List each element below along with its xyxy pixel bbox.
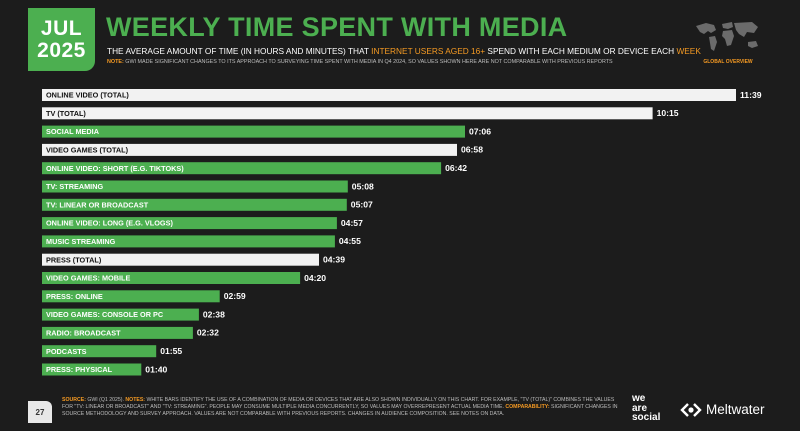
subtitle-part-1: THE AVERAGE AMOUNT OF TIME (IN HOURS AND… (107, 46, 372, 56)
comparability-text: SIGNIFICANT CHANGES IN SOURCE METHODOLOG… (62, 403, 618, 417)
bar-value-label: 01:40 (145, 364, 167, 374)
bar-category-label: PRESS: ONLINE (46, 292, 103, 301)
bar-category-label: VIDEO GAMES: CONSOLE OR PC (46, 310, 164, 319)
bar-value-label: 01:55 (160, 346, 182, 356)
bar-2 (42, 125, 465, 138)
bar-value-label: 02:32 (197, 328, 219, 338)
bar-category-label: PRESS (TOTAL) (46, 255, 102, 264)
note-label: NOTE: (107, 59, 124, 65)
bar-chart: ONLINE VIDEO (TOTAL) 11:39 TV (TOTAL) 10:15… (42, 89, 762, 376)
we-are-social-logo: we are social (632, 394, 660, 423)
bar-value-label: 06:42 (445, 163, 467, 173)
subtitle-highlight-audience: INTERNET USERS AGED 16+ (371, 46, 486, 56)
bar-14 (42, 345, 157, 358)
source-label: SOURCE: (62, 397, 86, 403)
bar-8 (42, 235, 335, 248)
bar-value-label: 02:38 (203, 309, 225, 319)
bar-category-label: SOCIAL MEDIA (46, 127, 100, 136)
source-notes: SOURCE: GWI (Q1 2025). NOTES: WHITE BARS… (62, 397, 622, 417)
methodology-note: NOTE: GWI MADE SIGNIFICANT CHANGES TO IT… (107, 59, 613, 65)
bar-value-label: 04:20 (304, 273, 326, 283)
logo-word-are: are (632, 402, 648, 414)
bar-value-label: 11:39 (740, 90, 762, 100)
meltwater-wordmark: Meltwater (706, 402, 765, 417)
world-map-icon (696, 22, 758, 51)
bar-6 (42, 198, 347, 211)
bar-12 (42, 308, 199, 321)
bar-value-label: 05:07 (351, 200, 373, 210)
chart-title: WEEKLY TIME SPENT WITH MEDIA (106, 12, 568, 42)
bar-7 (42, 217, 337, 230)
bar-category-label: PODCASTS (46, 347, 87, 356)
source-text: GWI (Q1 2025). (85, 397, 126, 403)
chart-subtitle: THE AVERAGE AMOUNT OF TIME (IN HOURS AND… (107, 46, 701, 56)
subtitle-highlight-period: WEEK (676, 46, 701, 56)
meltwater-logo: Meltwater (680, 402, 765, 417)
bar-15 (42, 363, 142, 376)
bar-value-label: 07:06 (469, 126, 491, 136)
bar-category-label: TV: STREAMING (46, 182, 103, 191)
bar-value-label: 04:57 (341, 218, 363, 228)
bar-value-label: 05:08 (352, 181, 374, 191)
report-date-badge: JUL 2025 (28, 8, 95, 71)
bar-value-label: 04:39 (323, 255, 345, 265)
bar-value-label: 10:15 (657, 108, 679, 118)
logo-word-we: we (632, 393, 646, 404)
subtitle-part-2: SPEND WITH EACH MEDIUM OR DEVICE EACH (485, 46, 677, 56)
bar-category-label: TV: LINEAR OR BROADCAST (46, 200, 149, 209)
bar-value-label: 06:58 (461, 145, 483, 155)
logo-word-social: social (632, 412, 661, 423)
bar-11 (42, 290, 220, 303)
note-text: GWI MADE SIGNIFICANT CHANGES TO ITS APPR… (123, 59, 613, 65)
bar-5 (42, 180, 348, 193)
comparability-label: COMPARABILITY: (505, 403, 550, 410)
bar-13 (42, 326, 193, 339)
bar-category-label: ONLINE VIDEO (TOTAL) (46, 91, 129, 100)
bar-4 (42, 162, 442, 175)
report-year: 2025 (37, 38, 86, 62)
report-month: JUL (40, 16, 83, 40)
bar-category-label: ONLINE VIDEO: SHORT (E.G. TIKTOKS) (46, 164, 184, 173)
bar-category-label: RADIO: BROADCAST (46, 329, 121, 338)
bar-0 (42, 89, 736, 101)
bar-category-label: MUSIC STREAMING (46, 237, 116, 246)
bar-category-label: VIDEO GAMES (TOTAL) (46, 146, 129, 155)
bar-10 (42, 272, 301, 284)
bar-category-label: TV (TOTAL) (46, 109, 86, 118)
bar-category-label: ONLINE VIDEO: LONG (E.G. VLOGS) (46, 219, 173, 228)
page-number: 27 (28, 401, 52, 423)
meltwater-mark-icon (680, 402, 702, 417)
notes-text: WHITE BARS IDENTIFY THE USE OF A COMBINA… (62, 397, 615, 410)
global-overview-label: GLOBAL OVERVIEW (703, 59, 753, 65)
bar-value-label: 02:59 (224, 291, 246, 301)
bar-9 (42, 253, 319, 266)
bar-3 (42, 143, 457, 156)
bar-1 (42, 107, 653, 120)
bar-category-label: PRESS: PHYSICAL (46, 365, 113, 374)
bar-category-label: VIDEO GAMES: MOBILE (46, 274, 130, 283)
notes-label: NOTES: (125, 397, 146, 403)
bar-value-label: 04:55 (339, 236, 361, 246)
